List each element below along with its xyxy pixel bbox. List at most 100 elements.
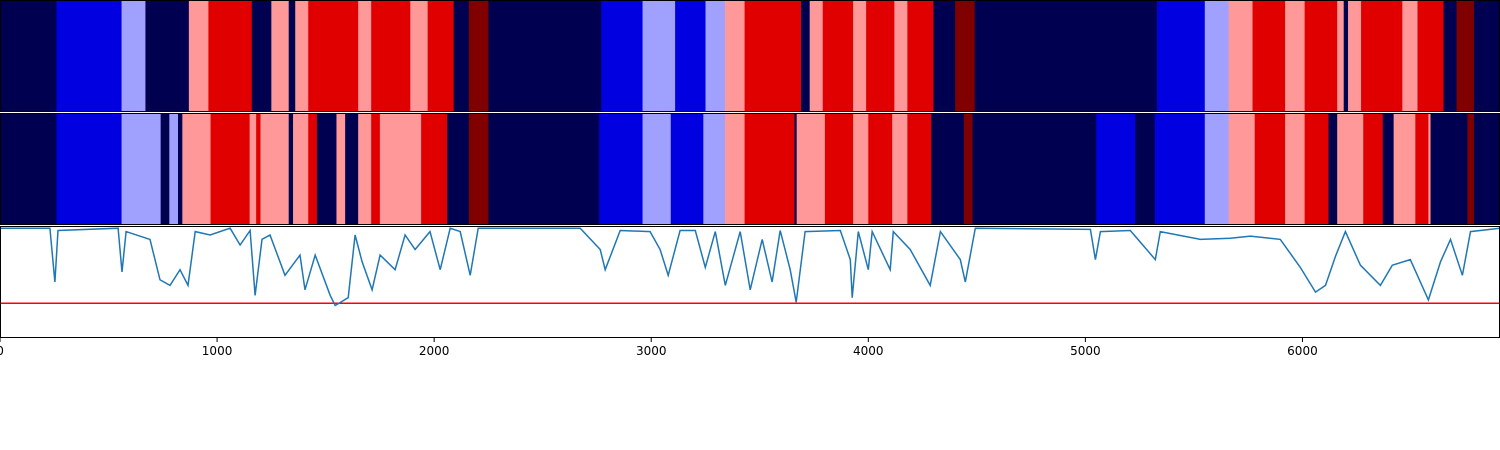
- segment: [853, 0, 867, 112]
- segment: [208, 0, 253, 112]
- segment: [488, 0, 602, 112]
- segment: [744, 113, 795, 225]
- segment: [1285, 113, 1306, 225]
- segment: [427, 0, 455, 112]
- segment: [1402, 0, 1418, 112]
- segment: [675, 0, 706, 112]
- segment: [249, 113, 257, 225]
- segment: [1204, 0, 1230, 112]
- segment: [1228, 113, 1256, 225]
- segment: [358, 0, 372, 112]
- segment: [931, 113, 965, 225]
- segment: [145, 0, 190, 112]
- segment: [488, 113, 600, 225]
- segment: [1285, 0, 1306, 112]
- segment: [1361, 0, 1403, 112]
- segment: [288, 113, 294, 225]
- segment: [121, 0, 146, 112]
- segment: [1254, 113, 1286, 225]
- segment: [801, 0, 811, 112]
- segment: [308, 113, 318, 225]
- segment: [188, 0, 209, 112]
- segment: [744, 0, 802, 112]
- segment: [421, 113, 448, 225]
- segment: [1473, 113, 1500, 225]
- segment: [0, 0, 57, 112]
- segment: [178, 113, 183, 225]
- segment: [1473, 0, 1500, 112]
- segment: [796, 113, 826, 225]
- segment: [1157, 0, 1206, 112]
- segment: [972, 113, 1097, 225]
- segment: [288, 0, 296, 112]
- segment: [1135, 113, 1156, 225]
- segment: [1304, 113, 1329, 225]
- segment: [1337, 0, 1345, 112]
- segment: [251, 0, 272, 112]
- segment: [894, 0, 908, 112]
- segment: [468, 0, 489, 112]
- segment: [410, 0, 429, 112]
- segment: [853, 113, 869, 225]
- segment: [379, 113, 422, 225]
- segment: [955, 0, 976, 112]
- segment: [892, 113, 908, 225]
- data-line: [0, 227, 1500, 307]
- segment: [907, 0, 934, 112]
- segment: [182, 113, 211, 225]
- segment: [670, 113, 704, 225]
- segment: [56, 113, 122, 225]
- x-tick-label: 3000: [636, 344, 667, 358]
- segment: [345, 113, 359, 225]
- x-tick-label: 0: [0, 344, 4, 358]
- segment: [601, 0, 643, 112]
- segment: [809, 0, 824, 112]
- segment: [642, 113, 672, 225]
- segment: [1154, 113, 1206, 225]
- panel-frame: [0, 226, 1500, 338]
- segment: [256, 113, 261, 225]
- segment: [822, 0, 854, 112]
- segment: [866, 0, 895, 112]
- segment: [1348, 0, 1362, 112]
- segment: [1343, 0, 1349, 112]
- segment: [1393, 113, 1416, 225]
- segment: [963, 113, 973, 225]
- segment: [703, 113, 726, 225]
- x-tick-label: 4000: [853, 344, 884, 358]
- segment: [907, 113, 932, 225]
- segment: [160, 113, 170, 225]
- segment: [705, 0, 726, 112]
- segment: [210, 113, 251, 225]
- x-tick-label: 1000: [202, 344, 233, 358]
- segment: [725, 113, 745, 225]
- segment: [599, 113, 643, 225]
- x-tick-label: 2000: [419, 344, 450, 358]
- segment: [293, 113, 309, 225]
- segment: [1204, 113, 1230, 225]
- segment: [169, 113, 179, 225]
- segment: [468, 113, 489, 225]
- segment: [642, 0, 676, 112]
- segment: [271, 0, 290, 112]
- segment: [933, 0, 956, 112]
- segment: [1228, 0, 1253, 112]
- segment: [121, 113, 162, 225]
- segment: [447, 113, 470, 225]
- x-tick-label: 6000: [1287, 344, 1318, 358]
- segment: [1328, 113, 1338, 225]
- segment: [358, 113, 372, 225]
- segment: [0, 113, 57, 225]
- segment: [371, 113, 381, 225]
- segment: [1382, 113, 1395, 225]
- x-tick-label: 5000: [1070, 344, 1101, 358]
- segment: [1430, 113, 1468, 225]
- segment: [56, 0, 122, 112]
- segment: [1417, 0, 1444, 112]
- segment: [336, 113, 346, 225]
- segment: [295, 0, 309, 112]
- segment: [1363, 113, 1384, 225]
- segment: [260, 113, 290, 225]
- segment: [316, 113, 337, 225]
- segment: [725, 0, 745, 112]
